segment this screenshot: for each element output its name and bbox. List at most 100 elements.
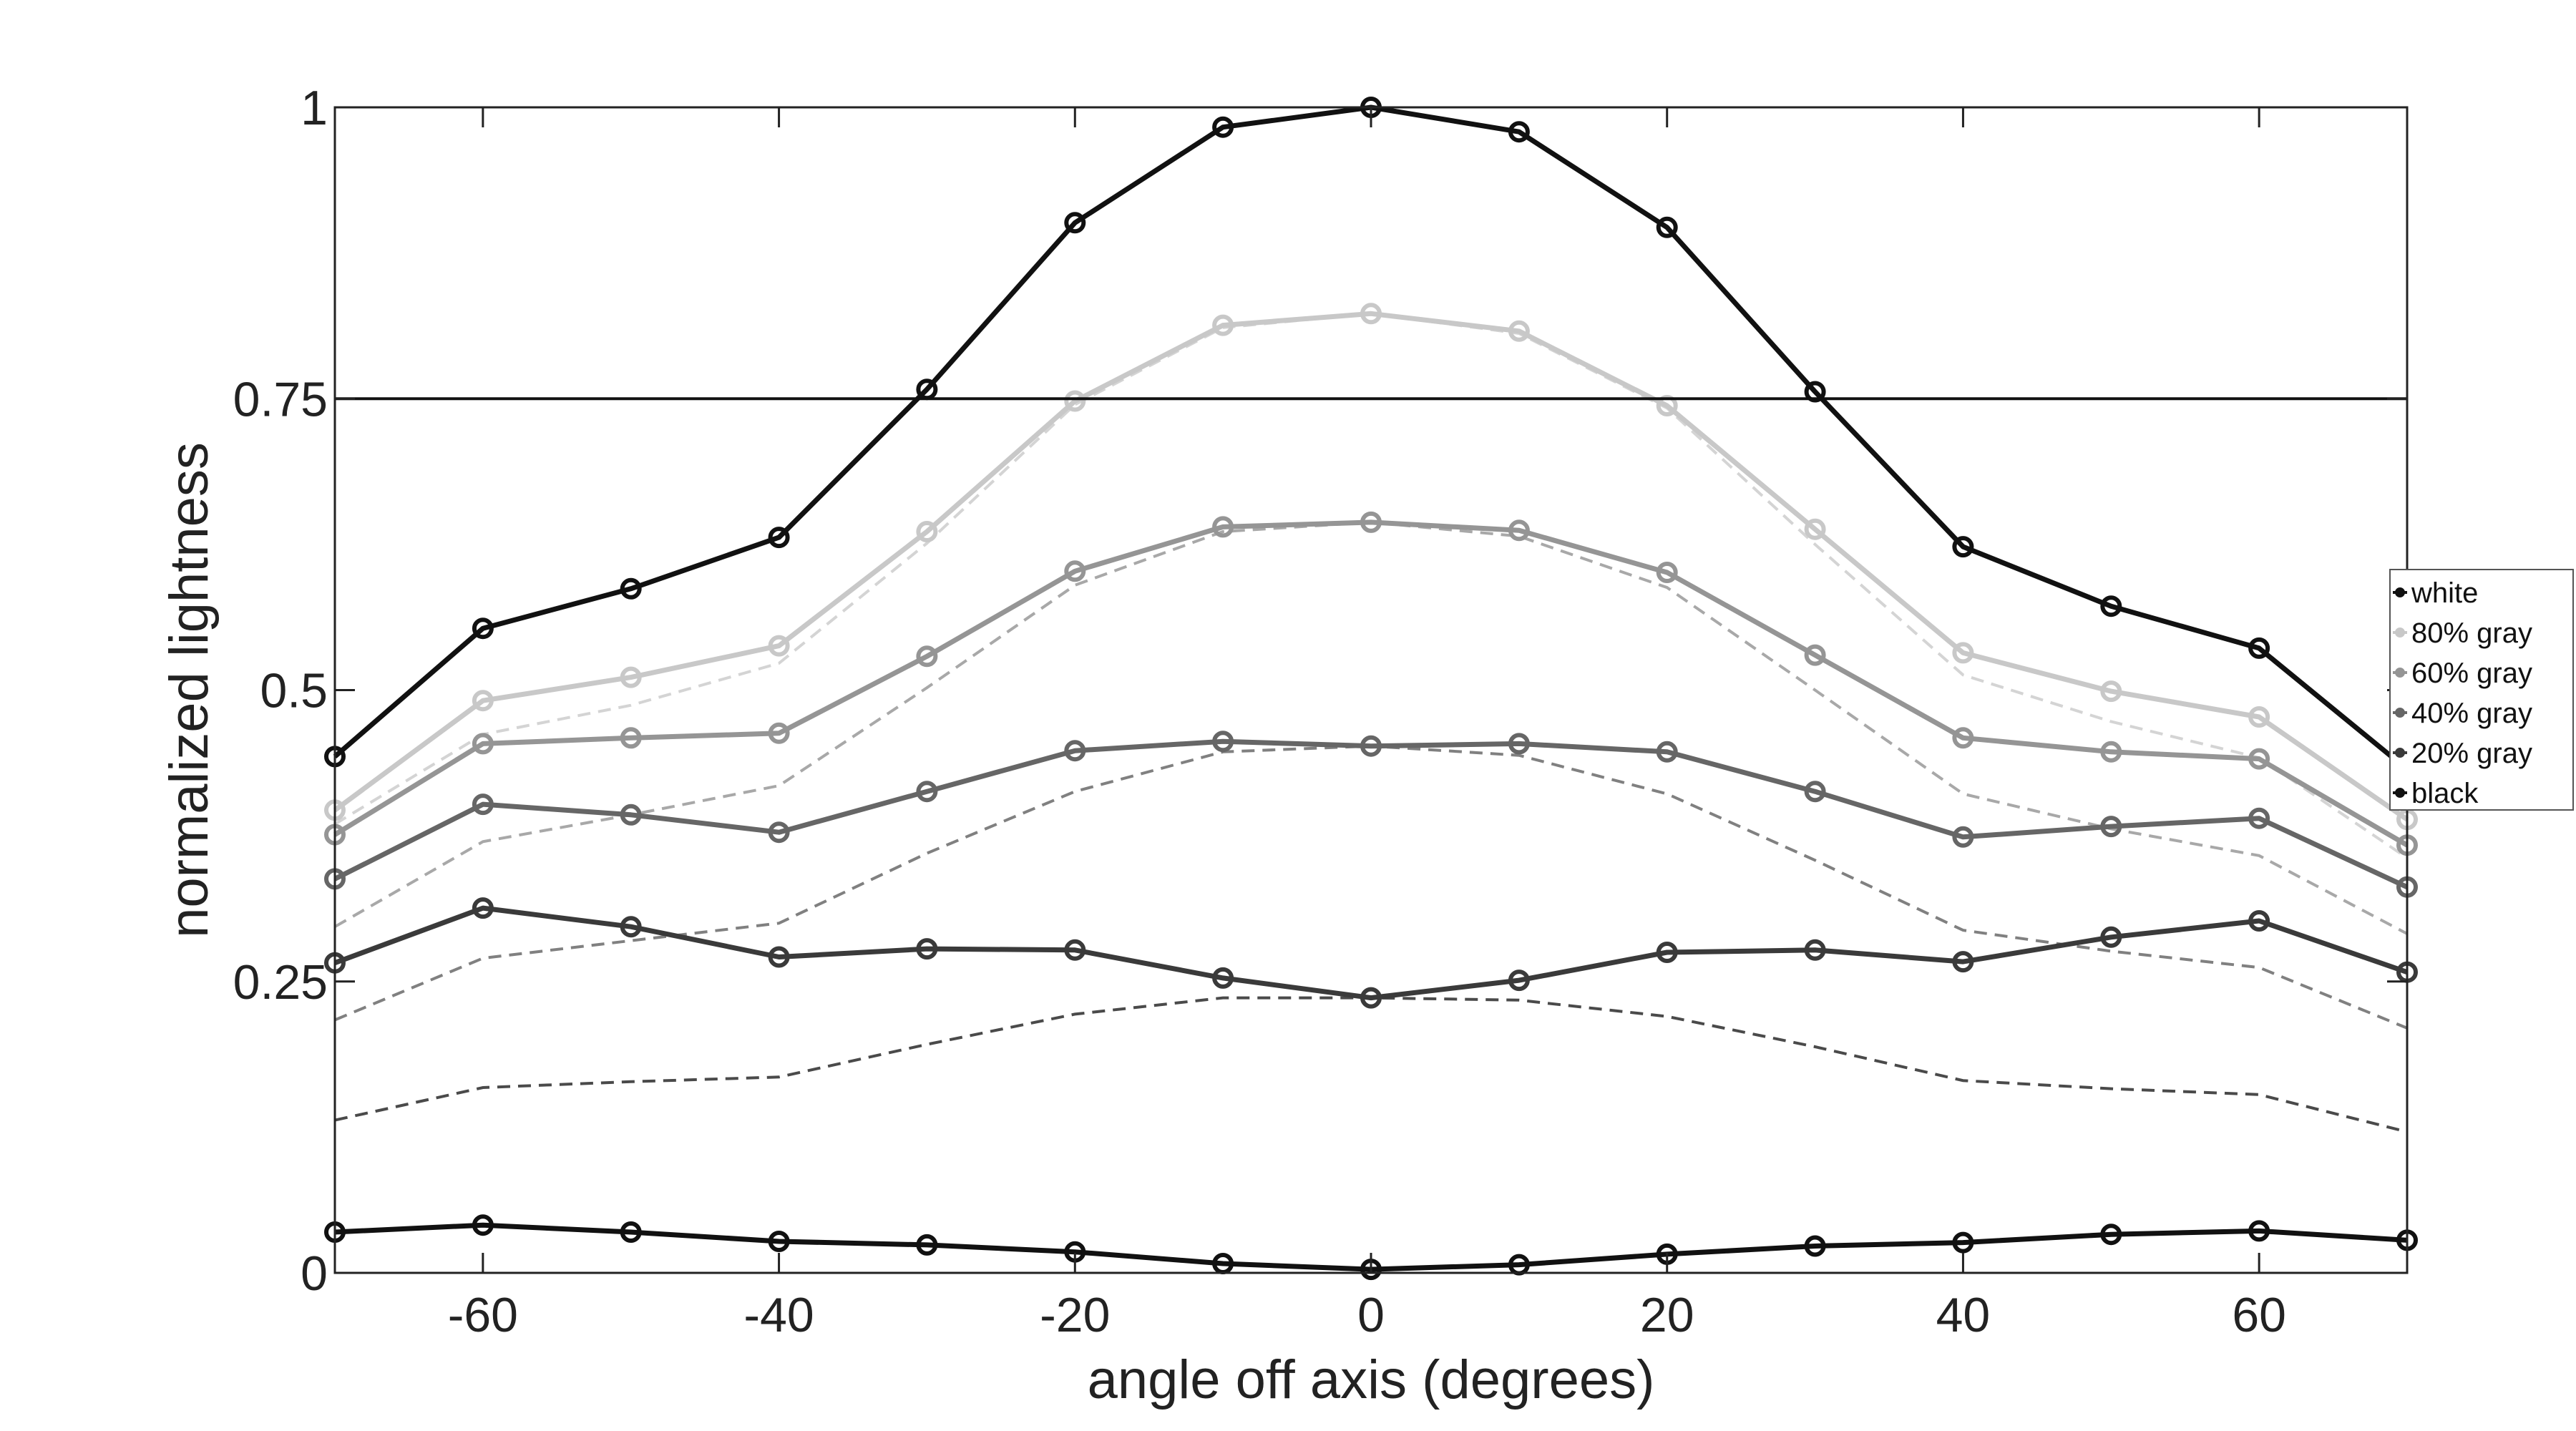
- series-line: [333, 519, 2409, 848]
- legend-label: 20% gray: [2411, 738, 2532, 769]
- data-point: [2100, 816, 2122, 838]
- series-line: [333, 738, 2409, 889]
- data-point: [1508, 970, 1530, 992]
- data-point: [620, 577, 642, 600]
- data-point: [620, 1221, 642, 1243]
- legend-item: black: [2393, 778, 2479, 809]
- data-point: [1952, 1231, 1974, 1254]
- data-point: [768, 635, 790, 657]
- data-point: [2248, 807, 2270, 829]
- legend-box: [2389, 569, 2574, 811]
- data-point: [1212, 731, 1234, 753]
- data-point: [2248, 637, 2270, 659]
- data-point: [1656, 395, 1678, 416]
- y-tick-label: 0.75: [233, 372, 328, 426]
- data-point: [1656, 562, 1678, 583]
- legend: white 80% gray 60% gray 40% gray 20% gray bla…: [2389, 569, 2574, 811]
- legend-item: 20% gray: [2393, 738, 2532, 769]
- series-line: [333, 905, 2409, 1001]
- y-tick-label: 0.5: [260, 664, 328, 718]
- y-tick-label: 0: [301, 1246, 328, 1301]
- data-point: [1360, 511, 1382, 533]
- data-point: [1952, 727, 1974, 749]
- legend-marker: [2395, 788, 2405, 798]
- data-point: [1064, 560, 1086, 582]
- data-point: [2100, 595, 2122, 617]
- legend-label: black: [2411, 778, 2479, 809]
- data-point: [768, 1231, 790, 1252]
- data-point: [1804, 939, 1826, 961]
- data-point: [2248, 1220, 2270, 1242]
- legend-marker: [2395, 587, 2405, 597]
- x-tick-label: -60: [448, 1288, 518, 1342]
- y-axis-title: normalized lightness: [159, 442, 220, 938]
- data-point: [1212, 116, 1234, 138]
- x-axis-title: angle off axis (degrees): [1088, 1349, 1655, 1410]
- legend-marker: [2395, 668, 2405, 678]
- legend-label: 40% gray: [2411, 698, 2532, 729]
- data-point: [916, 1234, 938, 1256]
- x-tick-label: -40: [743, 1288, 814, 1342]
- data-point: [1508, 519, 1530, 542]
- data-point: [1064, 212, 1086, 234]
- data-point: [472, 793, 494, 816]
- data-point: [768, 527, 790, 549]
- data-point: [620, 804, 642, 826]
- data-point: [916, 938, 938, 960]
- series-20-gray: [324, 897, 2418, 1009]
- data-point: [620, 666, 642, 688]
- legend-marker: [2395, 627, 2405, 638]
- data-point: [768, 946, 790, 968]
- legend-item: 40% gray: [2393, 698, 2532, 729]
- data-point: [2248, 910, 2270, 932]
- data-point: [1804, 518, 1826, 540]
- data-point: [472, 733, 494, 755]
- data-point: [1656, 216, 1678, 238]
- x-tick-label: 60: [2232, 1288, 2286, 1342]
- y-tick-label: 0.25: [233, 955, 328, 1010]
- x-tick-label: 0: [1357, 1288, 1385, 1342]
- data-point: [620, 727, 642, 749]
- data-point: [1360, 987, 1382, 1009]
- data-point: [1656, 741, 1678, 763]
- legend-marker: [2395, 748, 2405, 758]
- data-point: [916, 781, 938, 803]
- data-point: [768, 722, 790, 744]
- data-point: [2100, 926, 2122, 948]
- data-point: [1360, 303, 1382, 325]
- data-point: [1360, 735, 1382, 757]
- data-point: [1212, 516, 1234, 538]
- series-40-gray: [324, 731, 2418, 898]
- data-point: [768, 821, 790, 844]
- data-point: [2248, 706, 2270, 728]
- data-point: [2248, 748, 2270, 770]
- x-tick-label: 40: [1936, 1288, 1991, 1342]
- data-point: [916, 645, 938, 668]
- data-point: [916, 521, 938, 542]
- data-point: [2100, 741, 2122, 763]
- legend-label: 80% gray: [2411, 617, 2532, 649]
- data-point: [472, 617, 494, 640]
- data-point: [472, 897, 494, 919]
- x-tick-label: -20: [1040, 1288, 1110, 1342]
- data-point: [1952, 826, 1974, 848]
- data-point: [2100, 1224, 2122, 1246]
- data-point: [1508, 320, 1530, 342]
- legend-item: 60% gray: [2393, 658, 2532, 689]
- data-point: [1508, 121, 1530, 143]
- data-point: [1952, 536, 1974, 558]
- y-tick-label: 1: [301, 81, 328, 135]
- legend-label: 60% gray: [2411, 658, 2532, 689]
- data-point: [1064, 740, 1086, 762]
- data-point: [1804, 781, 1826, 803]
- data-point: [1804, 381, 1826, 403]
- legend-label: white: [2411, 577, 2478, 609]
- legend-item: 80% gray: [2393, 617, 2532, 649]
- data-point: [620, 916, 642, 938]
- data-point: [1212, 967, 1234, 989]
- legend-marker: [2395, 708, 2405, 718]
- data-point: [472, 690, 494, 712]
- data-point: [1212, 314, 1234, 336]
